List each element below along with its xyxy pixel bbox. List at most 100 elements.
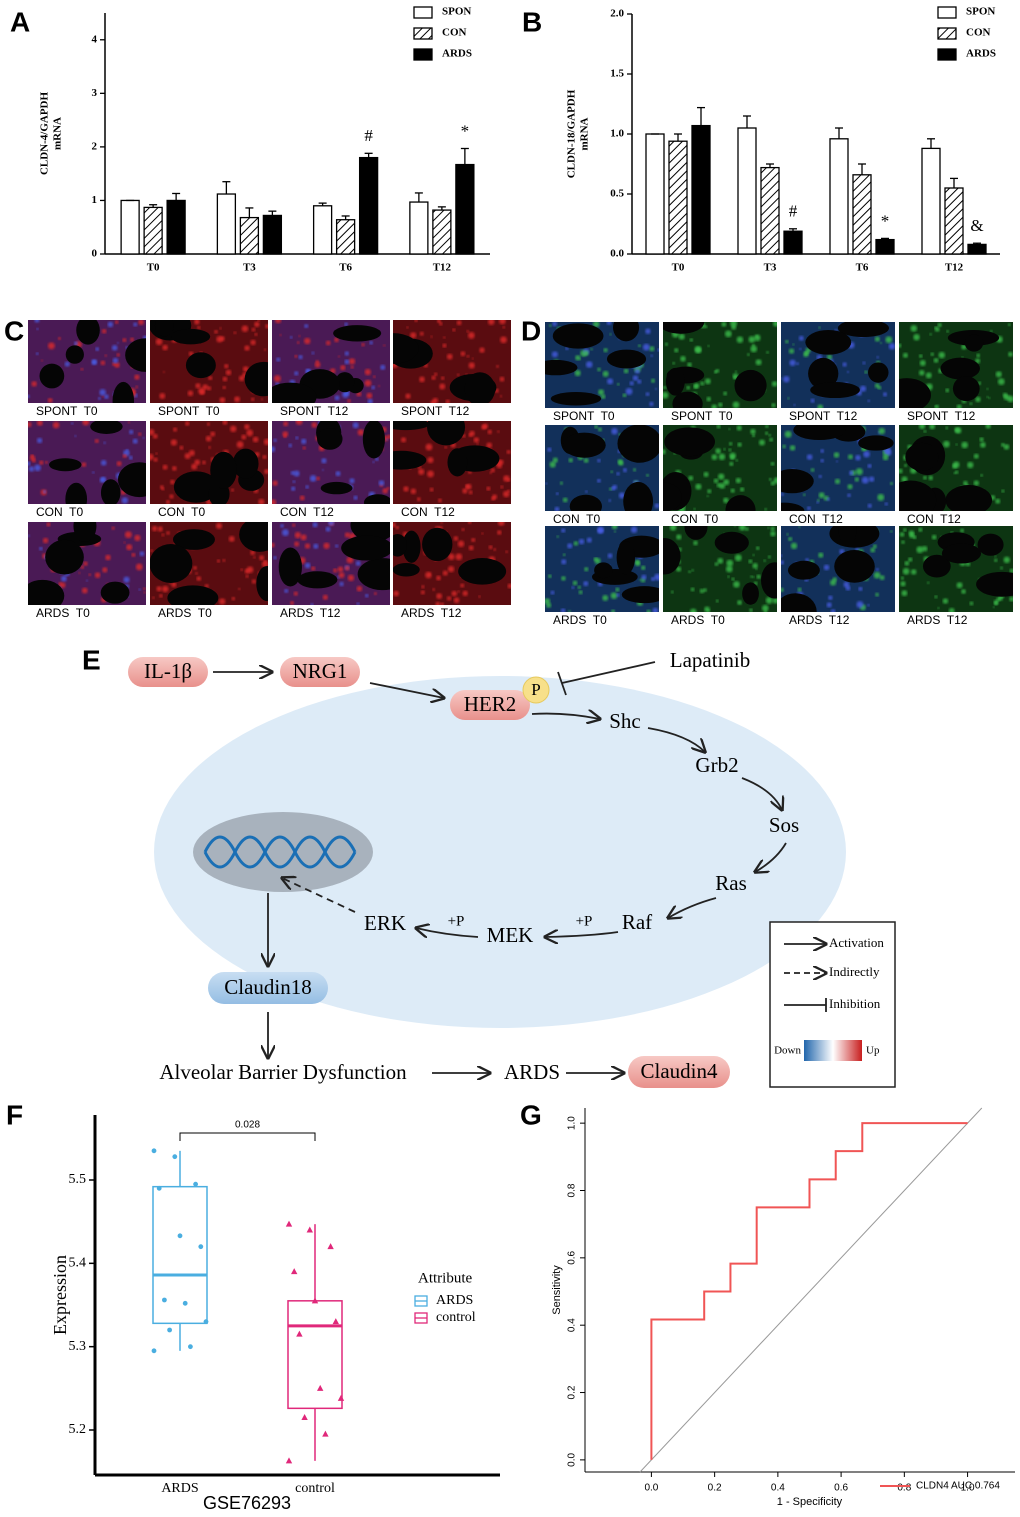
micrograph-texture	[858, 586, 863, 591]
micrograph-texture	[446, 353, 453, 360]
micrograph-texture	[488, 545, 493, 550]
micrograph-hole	[232, 448, 259, 479]
micrograph-texture	[493, 548, 497, 551]
panel-label: G	[520, 1099, 542, 1130]
micrograph-texture	[150, 429, 155, 436]
micrograph-texture	[364, 368, 371, 376]
micrograph-texture	[552, 457, 558, 463]
micrograph-texture	[645, 392, 650, 397]
micrograph-texture	[750, 345, 758, 353]
bar	[432, 209, 452, 255]
micrograph-texture	[352, 422, 359, 429]
micrograph	[545, 526, 659, 612]
micrograph-texture	[296, 341, 300, 344]
micrograph-texture	[64, 361, 70, 367]
micrograph-texture	[608, 499, 612, 502]
micrograph-texture	[260, 398, 264, 401]
micrograph-texture	[788, 348, 795, 354]
micrograph-texture	[714, 562, 719, 566]
micrograph-texture	[44, 460, 48, 464]
micrograph-texture	[507, 478, 511, 482]
micrograph-caption: CON T0	[158, 505, 205, 519]
micrograph-texture	[425, 571, 432, 579]
micrograph-texture	[884, 502, 888, 506]
micrograph-texture	[616, 472, 620, 476]
micrograph-hole	[781, 469, 814, 494]
micrograph-hole	[357, 558, 390, 591]
micrograph-texture	[725, 565, 733, 573]
micrograph-texture	[199, 389, 205, 395]
micrograph-texture	[246, 429, 254, 437]
bar	[120, 199, 140, 255]
micrograph-texture	[610, 592, 618, 599]
micrograph-texture	[711, 454, 718, 461]
micrograph-hole	[616, 541, 636, 575]
micrograph-texture	[713, 478, 719, 484]
x-tick-label: T6	[339, 262, 352, 274]
micrograph-texture	[95, 347, 100, 351]
micrograph-texture	[152, 596, 155, 600]
bar	[409, 201, 429, 255]
micrograph-texture	[222, 385, 226, 390]
micrograph-texture	[1009, 596, 1013, 602]
panel-label: D	[521, 315, 541, 346]
micrograph-texture	[787, 397, 790, 400]
micrograph-texture	[745, 527, 749, 531]
micrograph-texture	[350, 365, 354, 369]
micrograph-texture	[364, 379, 372, 387]
micrograph-texture	[344, 351, 349, 356]
micrograph-texture	[107, 321, 114, 328]
micrograph-texture	[131, 552, 136, 557]
micrograph-texture	[737, 600, 742, 605]
micrograph-texture	[251, 579, 257, 584]
micrograph-texture	[734, 554, 742, 562]
micrograph-texture	[240, 568, 244, 572]
micrograph-texture	[208, 446, 211, 449]
micrograph-texture	[393, 522, 396, 528]
micrograph-texture	[754, 334, 761, 342]
micrograph-texture	[138, 588, 141, 591]
micrograph-texture	[549, 461, 556, 468]
arrow	[647, 727, 705, 752]
micrograph-texture	[82, 421, 90, 426]
micrograph-texture	[35, 352, 39, 356]
micrograph-texture	[680, 355, 686, 362]
micrograph	[393, 421, 511, 504]
micrograph-hole	[781, 593, 817, 612]
micrograph-hole	[834, 549, 875, 583]
micrograph-texture	[730, 488, 735, 493]
micrograph-texture	[281, 529, 289, 536]
micrograph-texture	[575, 355, 581, 361]
micrograph-texture	[116, 353, 120, 357]
bar	[239, 216, 260, 255]
micrograph-hole	[977, 533, 1004, 556]
micrograph-hole	[393, 333, 419, 364]
micrograph-texture	[455, 553, 463, 561]
micrograph-texture	[607, 378, 614, 385]
micrograph-hole	[28, 579, 65, 605]
bar	[921, 147, 941, 255]
micrograph-hole	[73, 522, 97, 542]
micrograph-texture	[1007, 395, 1013, 403]
micrograph-texture	[867, 399, 871, 403]
micrograph-texture	[642, 343, 650, 351]
micrograph-texture	[556, 535, 559, 538]
micrograph-texture	[112, 357, 119, 364]
micrograph-texture	[937, 607, 940, 610]
micrograph	[545, 425, 659, 511]
micrograph-texture	[585, 361, 593, 368]
micrograph-texture	[622, 393, 627, 398]
micrograph-texture	[188, 449, 195, 456]
micrograph-hole	[171, 328, 211, 345]
micrograph-texture	[577, 585, 581, 589]
y-tick-label: 1.5	[610, 68, 624, 80]
micrograph-texture	[334, 395, 340, 401]
legend-title: Attribute	[418, 1270, 472, 1286]
micrograph-texture	[597, 527, 604, 534]
micrograph-texture	[430, 335, 433, 338]
micrograph-texture	[460, 583, 465, 588]
significance-label: 0.028	[235, 1120, 260, 1131]
micrograph-texture	[879, 575, 885, 581]
micrograph-texture	[910, 569, 917, 575]
